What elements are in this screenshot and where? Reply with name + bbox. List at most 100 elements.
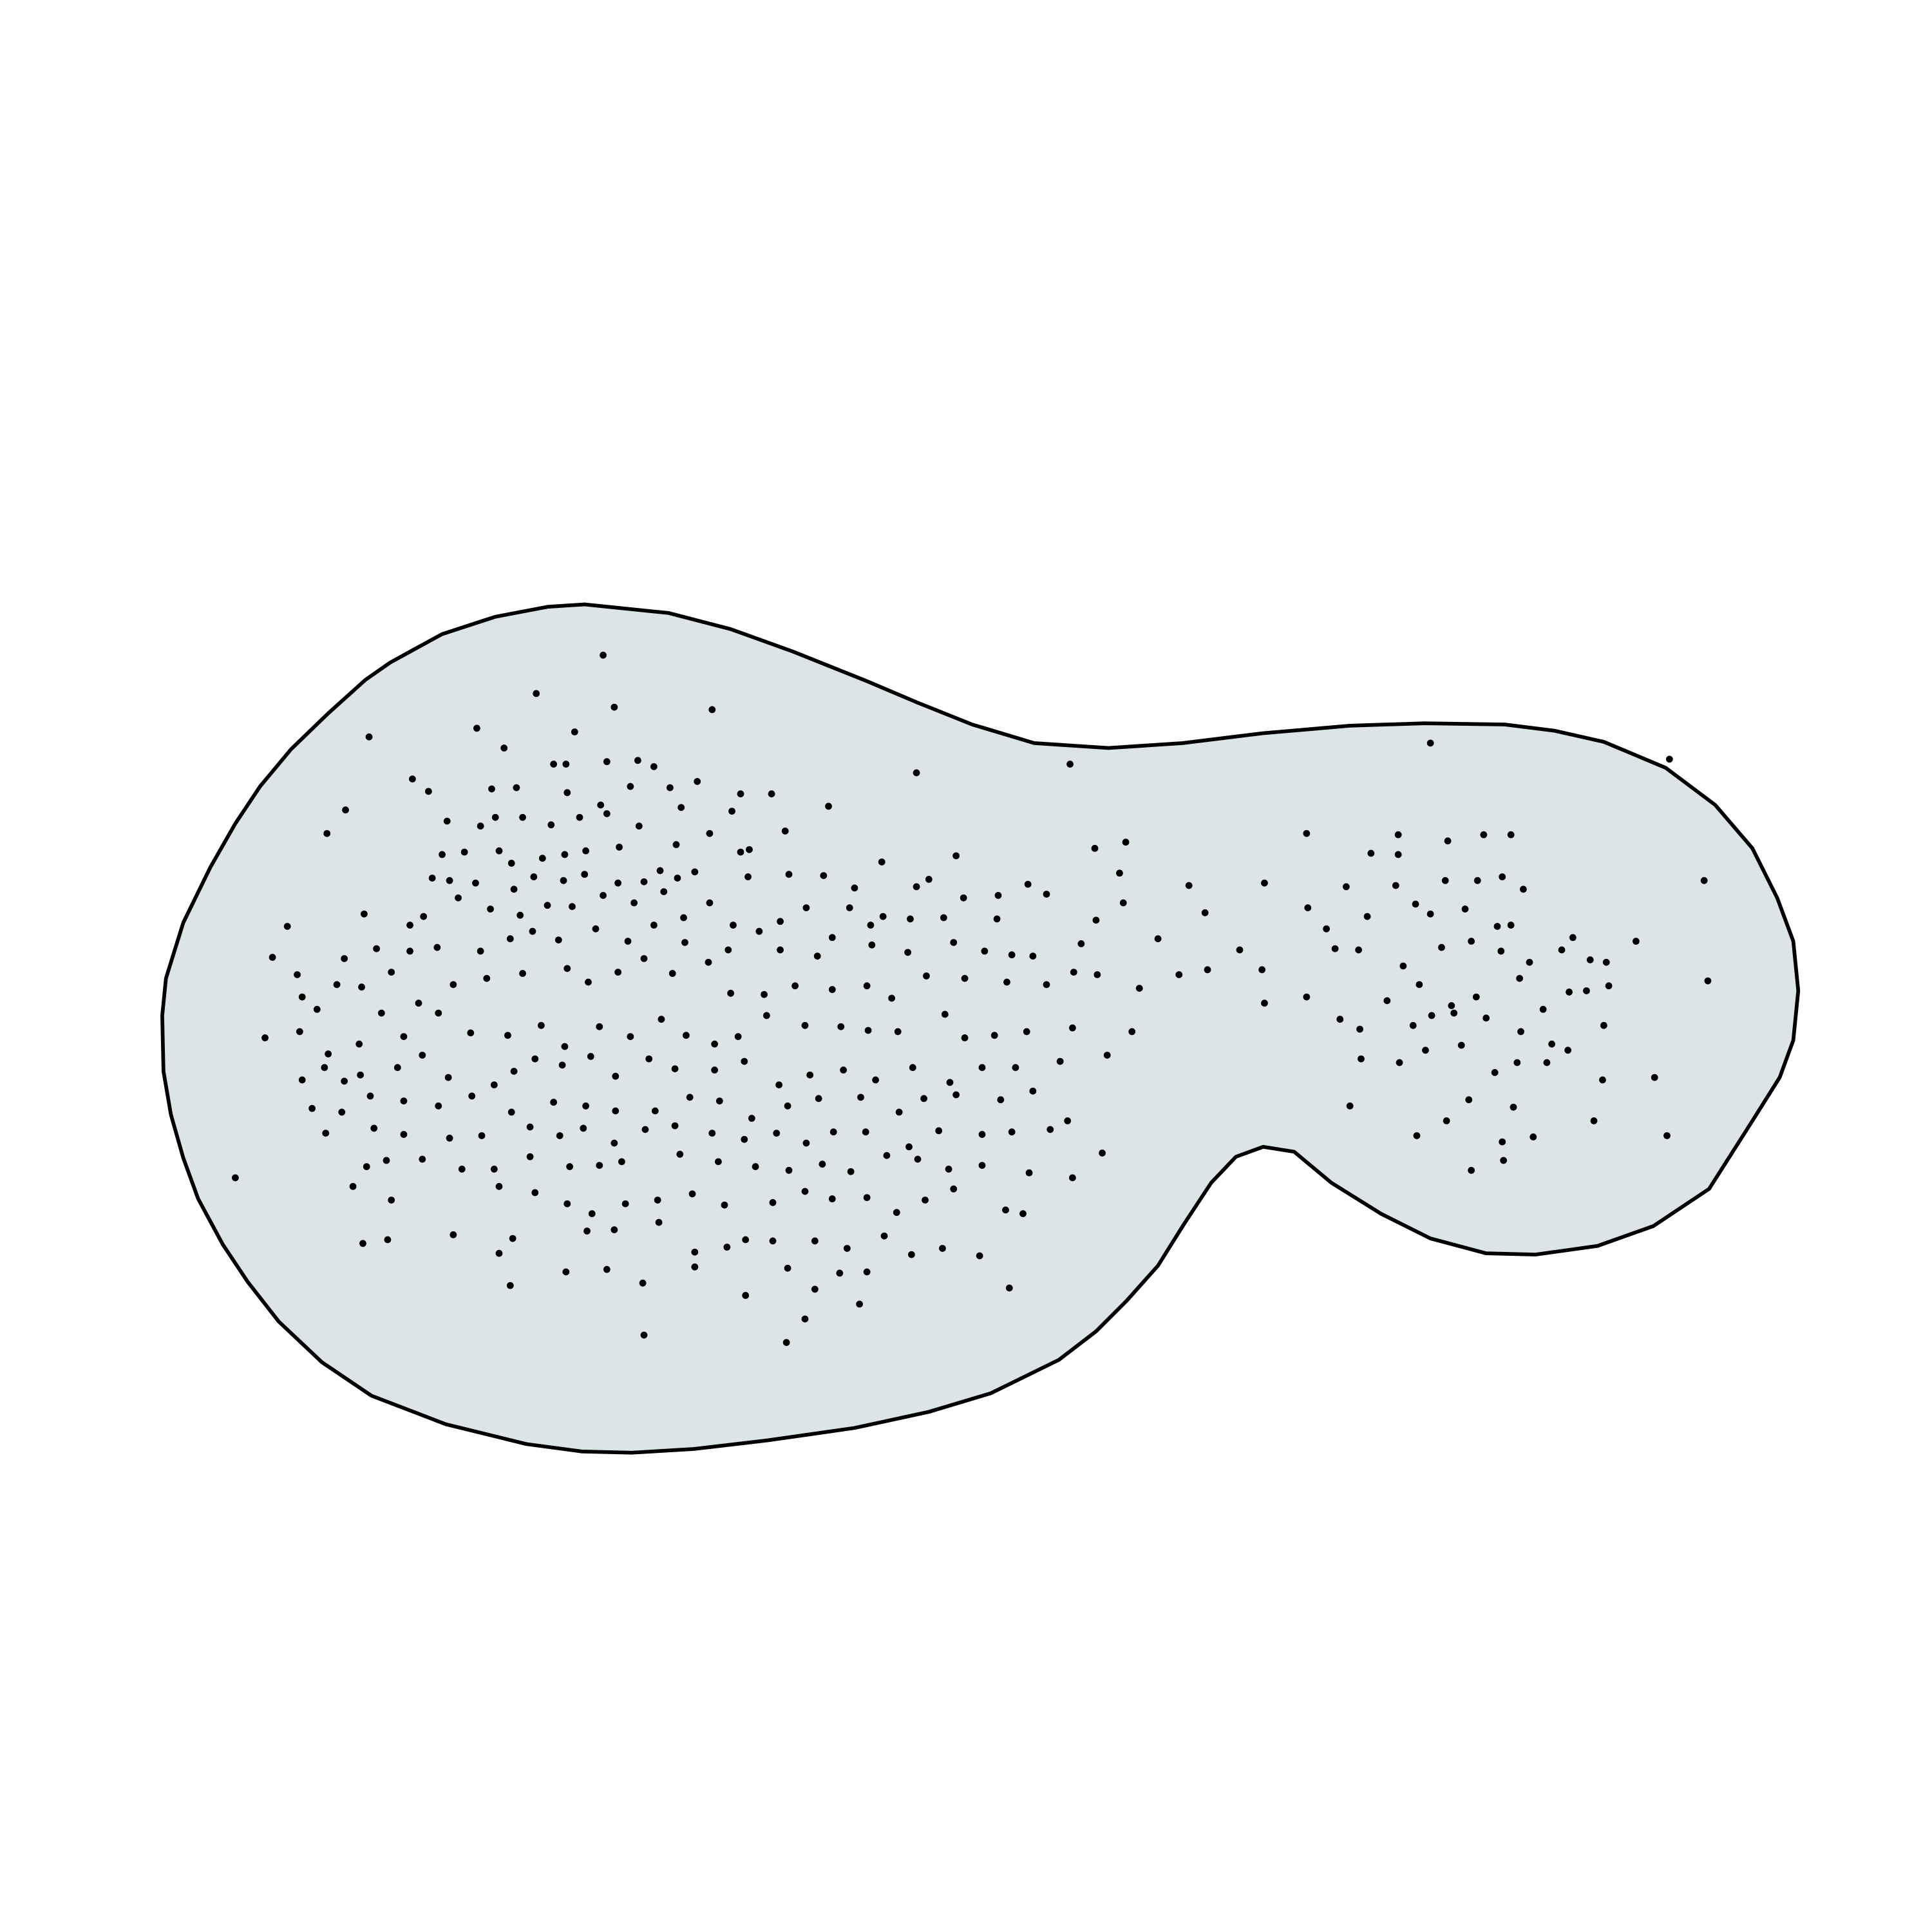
point	[837, 1023, 845, 1030]
point	[409, 775, 416, 782]
point	[603, 810, 611, 817]
point	[844, 1245, 851, 1252]
point	[658, 1016, 665, 1023]
point	[1491, 1069, 1499, 1076]
point	[1029, 1087, 1037, 1095]
point	[676, 1150, 684, 1158]
point	[582, 1102, 590, 1110]
point	[373, 945, 381, 952]
point	[1426, 910, 1434, 918]
point	[450, 981, 457, 989]
point	[538, 1021, 545, 1029]
point	[294, 971, 301, 978]
point	[680, 914, 687, 922]
point	[571, 728, 578, 735]
point	[1383, 997, 1391, 1005]
point	[1500, 1157, 1507, 1164]
point	[914, 1155, 922, 1163]
point	[864, 1027, 872, 1034]
point	[1663, 1132, 1671, 1139]
point	[1394, 851, 1402, 858]
point	[341, 1077, 348, 1085]
point	[1438, 943, 1445, 951]
point	[506, 1282, 514, 1289]
point	[283, 923, 291, 930]
point	[981, 947, 989, 955]
point	[755, 927, 763, 935]
point	[1558, 946, 1566, 954]
point	[1704, 977, 1712, 985]
point	[366, 1092, 374, 1100]
point	[961, 974, 969, 982]
point	[342, 806, 349, 814]
point	[323, 829, 331, 837]
point	[941, 1010, 949, 1018]
point	[420, 913, 428, 920]
point	[1175, 971, 1183, 978]
point	[472, 879, 479, 887]
point	[737, 848, 744, 856]
point	[488, 785, 495, 793]
point	[561, 1043, 569, 1050]
point	[667, 784, 674, 791]
point	[1201, 909, 1209, 916]
point	[419, 1155, 426, 1163]
point	[782, 1339, 790, 1346]
point	[668, 970, 676, 977]
point	[909, 1064, 916, 1072]
point	[650, 922, 658, 929]
point	[730, 922, 737, 929]
point	[847, 1168, 855, 1175]
point	[1602, 958, 1610, 966]
point	[1023, 1028, 1030, 1036]
point	[415, 999, 422, 1007]
point	[359, 1240, 366, 1247]
point	[576, 813, 583, 821]
point	[1024, 880, 1032, 888]
point	[460, 848, 468, 856]
point	[1008, 1128, 1016, 1136]
point	[711, 1066, 718, 1074]
point	[752, 1163, 759, 1170]
point	[1444, 837, 1452, 845]
point	[908, 1251, 915, 1258]
point	[940, 914, 947, 922]
point	[829, 1128, 837, 1136]
point	[708, 1130, 716, 1137]
point	[773, 1130, 781, 1137]
point	[635, 822, 643, 830]
point	[298, 993, 306, 1001]
point	[1465, 1096, 1473, 1104]
point	[618, 1158, 625, 1166]
point	[856, 1300, 863, 1308]
point	[688, 1190, 696, 1198]
point	[1412, 900, 1419, 908]
point	[477, 822, 484, 830]
point	[425, 788, 432, 795]
point	[1003, 978, 1010, 986]
point	[587, 1053, 594, 1060]
point	[478, 1132, 486, 1139]
point	[560, 876, 567, 884]
point	[715, 1158, 722, 1166]
point	[768, 790, 775, 798]
point	[232, 1174, 239, 1182]
point	[993, 915, 1001, 923]
point	[1336, 1016, 1344, 1023]
point	[922, 1197, 929, 1204]
point	[1526, 958, 1533, 966]
point	[363, 1163, 370, 1170]
point	[592, 925, 600, 933]
point	[1700, 876, 1708, 884]
point	[1461, 905, 1469, 913]
point	[1510, 1103, 1517, 1111]
point	[513, 784, 520, 791]
point	[1600, 1021, 1607, 1029]
point	[640, 878, 648, 886]
point	[691, 868, 699, 876]
point	[603, 758, 611, 766]
point	[650, 763, 658, 770]
point	[674, 875, 681, 882]
point	[1005, 1284, 1013, 1292]
point	[596, 1023, 603, 1030]
